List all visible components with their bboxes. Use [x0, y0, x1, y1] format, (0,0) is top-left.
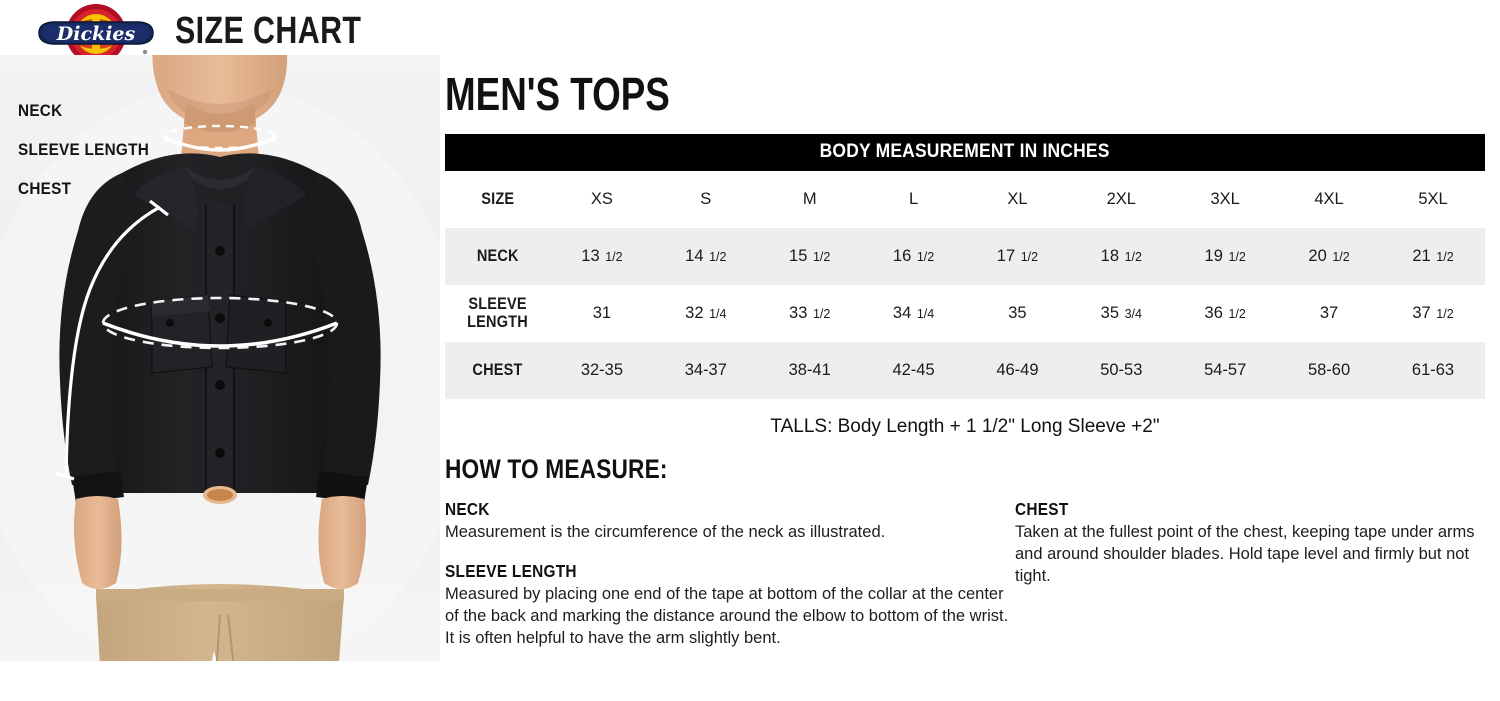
cell-chest-l: 42-45: [892, 361, 935, 380]
cell-neck-5xl: 21 1/2: [1412, 247, 1454, 266]
size-table: SIZE XS S M L XL 2XL 3XL 4XL 5XL NECK 13 1/2 14 1/2 1…: [445, 171, 1485, 400]
photo-label-chest: CHEST: [18, 179, 72, 198]
table-row: NECK 13 1/2 14 1/2 15 1/2 16 1/2 17 1/2 18 1/2…: [445, 228, 1485, 286]
cell-sleeve-length-4xl: 37: [1319, 304, 1339, 323]
column-header-xl: XL: [1007, 190, 1028, 209]
photo-label-neck: NECK: [18, 101, 63, 120]
row-label-text: SLEEVE LENGTH: [467, 294, 528, 331]
cell-neck-s: 14 1/2: [685, 247, 727, 266]
cell-sleeve-length-l: 34 1/4: [892, 304, 935, 323]
row-label-sleeve-length: SLEEVE LENGTH: [445, 285, 550, 342]
cell-chest-s: 34-37: [684, 361, 727, 380]
column-header-xs: XS: [590, 190, 613, 209]
cell-neck-3xl: 19 1/2: [1204, 247, 1246, 266]
how-to-measure-left-column: NECK Measurement is the circumference of…: [445, 499, 1015, 667]
row-label-text: CHEST: [472, 360, 523, 379]
cell-sleeve-length-s: 32 1/4: [685, 304, 727, 323]
table-band-label: BODY MEASUREMENT IN INCHES: [819, 141, 1111, 163]
column-header-3xl: 3XL: [1210, 190, 1240, 209]
photo-label-sleeve-length: SLEEVE LENGTH: [18, 140, 150, 159]
cell-neck-2xl: 18 1/2: [1100, 247, 1142, 266]
dickies-logo: Dickies: [33, 3, 159, 65]
column-header-2xl: 2XL: [1106, 190, 1136, 209]
measure-text-neck: Measurement is the circumference of the …: [445, 523, 886, 542]
how-to-measure-heading: HOW TO MEASURE:: [445, 454, 668, 485]
how-to-measure-columns: NECK Measurement is the circumference of…: [445, 499, 1485, 667]
table-band-header: BODY MEASUREMENT IN INCHES: [445, 134, 1485, 172]
table-row: SLEEVE LENGTH 31 32 1/4 33 1/2 34 1/4 35 35 3/4…: [445, 285, 1485, 343]
column-header-m: M: [802, 190, 817, 209]
photo-measurement-labels: NECK SLEEVE LENGTH CHEST: [18, 101, 164, 218]
row-label-neck: NECK: [445, 228, 550, 285]
model-photo: NECK SLEEVE LENGTH CHEST: [0, 55, 440, 683]
cell-chest-5xl: 61-63: [1411, 361, 1455, 380]
cell-chest-3xl: 54-57: [1204, 361, 1247, 380]
measure-text-sleeve-length: Measured by placing one end of the tape …: [445, 585, 1009, 648]
cell-chest-4xl: 58-60: [1307, 361, 1351, 380]
cell-chest-2xl: 50-53: [1100, 361, 1143, 380]
photo-bottom-fade: [0, 661, 440, 683]
cell-sleeve-length-m: 33 1/2: [789, 304, 831, 323]
cell-neck-4xl: 20 1/2: [1308, 247, 1350, 266]
measure-text-chest: Taken at the fullest point of the chest,…: [1015, 523, 1475, 586]
column-header-s: S: [700, 190, 712, 209]
cell-sleeve-length-2xl: 35 3/4: [1100, 304, 1142, 323]
model-photo-illustration: [0, 55, 440, 683]
main-content: MEN'S TOPS BODY MEASUREMENT IN INCHES SI…: [445, 70, 1485, 667]
measure-heading-sleeve-length: SLEEVE LENGTH: [445, 561, 577, 582]
page-title: SIZE CHART: [175, 10, 362, 52]
svg-text:Dickies: Dickies: [56, 23, 136, 45]
cell-chest-m: 38-41: [788, 361, 831, 380]
size-table-body: SIZE XS S M L XL 2XL 3XL 4XL 5XL NECK 13 1/2 14 1/2 1…: [445, 171, 1485, 400]
cell-sleeve-length-3xl: 36 1/2: [1204, 304, 1246, 323]
size-table-wrapper: BODY MEASUREMENT IN INCHES SIZE XS S M L XL 2X…: [445, 134, 1485, 400]
cell-neck-m: 15 1/2: [789, 247, 831, 266]
column-header-4xl: 4XL: [1314, 190, 1344, 209]
table-row: CHEST 32-35 34-37 38-41 42-45 46-49 50-53 54-57…: [445, 342, 1485, 400]
cell-neck-l: 16 1/2: [892, 247, 935, 266]
measure-heading-chest: CHEST: [1015, 499, 1069, 520]
cell-neck-xl: 17 1/2: [996, 247, 1039, 266]
row-label-chest: CHEST: [445, 342, 550, 399]
table-row-size-header: SIZE XS S M L XL 2XL 3XL 4XL 5XL: [445, 171, 1485, 229]
column-header-5xl: 5XL: [1418, 190, 1448, 209]
row-label-text: NECK: [476, 246, 519, 265]
talls-note: TALLS: Body Length + 1 1/2" Long Sleeve …: [770, 416, 1160, 438]
cell-chest-xs: 32-35: [580, 361, 624, 380]
measure-heading-neck: NECK: [445, 499, 490, 520]
cell-sleeve-length-5xl: 37 1/2: [1412, 304, 1454, 323]
cell-sleeve-length-xl: 35: [1008, 304, 1027, 323]
cell-chest-xl: 46-49: [996, 361, 1039, 380]
cell-sleeve-length-xs: 31: [592, 304, 612, 323]
row-label-size: SIZE: [445, 171, 550, 228]
section-title: MEN'S TOPS: [445, 68, 670, 120]
how-to-measure-right-column: CHEST Taken at the fullest point of the …: [1015, 499, 1485, 667]
cell-neck-xs: 13 1/2: [581, 247, 623, 266]
column-header-l: L: [908, 190, 919, 209]
row-label-size-text: SIZE: [480, 189, 514, 208]
